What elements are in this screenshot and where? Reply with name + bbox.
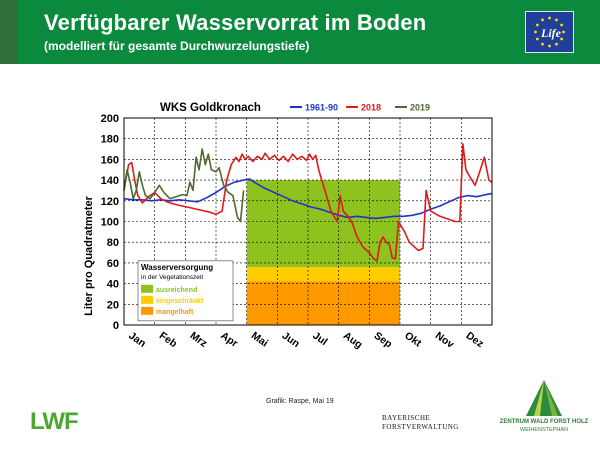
graph-credit: Grafik: Raspe, Mai 19: [266, 398, 334, 405]
y-tick-label: 40: [107, 279, 119, 291]
x-tick-label: Mai: [249, 330, 270, 350]
y-tick-label: 140: [101, 175, 119, 187]
eu-life-logo: Life: [525, 11, 574, 53]
bayer-logo-line2: FORSTVERWALTUNG: [382, 423, 459, 431]
legend-label-2018: 2018: [361, 103, 381, 113]
y-tick-label: 100: [101, 217, 119, 229]
y-tick-label: 200: [101, 113, 119, 125]
y-tick-label: 180: [101, 134, 119, 146]
supply-area-mangelhaft: [246, 281, 400, 325]
lwf-logo-text: LWF: [30, 408, 79, 435]
zentrum-wald-forst-holz-logo: ZENTRUM WALD FORST HOLZ WEIHENSTEPHAN: [496, 378, 592, 438]
supply-swatch-mangelhaft: [141, 306, 153, 315]
supply-legend-title: Wasserversorgung: [141, 263, 213, 272]
supply-label-mangelhaft: mangelhaft: [156, 309, 194, 316]
series-line-2018: [123, 143, 493, 262]
series-line-2019: [123, 148, 245, 223]
plot-frame: [123, 117, 493, 326]
x-tick-label: Feb: [157, 330, 179, 351]
supply-legend-subtitle: in der Vegetationszeit: [141, 274, 203, 281]
supply-swatch-eingeschränkt: [141, 295, 153, 304]
y-tick-label: 20: [107, 299, 119, 311]
x-tick-label: Sep: [372, 330, 395, 351]
zwf-logo-line1: ZENTRUM WALD FORST HOLZ: [499, 419, 589, 425]
header-stripe: [0, 0, 18, 64]
supply-label-ausreichend: ausreichend: [156, 287, 197, 294]
supply-swatch-ausreichend: [141, 284, 153, 293]
y-tick-label: 160: [101, 154, 119, 166]
x-tick-label: Aug: [341, 330, 365, 352]
x-tick-label: Nov: [433, 330, 456, 351]
forest-triangle-icon: [526, 380, 562, 416]
chart-title: WKS Goldkronach: [160, 102, 261, 114]
x-tick-label: Okt: [402, 330, 424, 350]
series-line-1961-90: [123, 178, 493, 220]
x-tick-label: Jul: [310, 330, 329, 349]
x-tick-label: Dez: [464, 330, 486, 351]
bayer-logo-line1: BAYERISCHE: [382, 414, 431, 422]
legend-label-2019: 2019: [410, 103, 430, 113]
x-tick-label: Apr: [218, 330, 240, 350]
supply-legend-box: [137, 260, 234, 322]
x-tick-label: Jan: [126, 330, 148, 350]
eu-stars-icon: [534, 16, 565, 48]
supply-area-eingeschränkt: [246, 267, 400, 282]
lwf-logo: LWF: [30, 408, 79, 436]
page-subtitle: (modelliert für gesamte Durchwurzelungst…: [44, 39, 310, 53]
header-banner: Verfügbarer Wasservorrat im Boden (model…: [0, 0, 600, 64]
y-axis-label: Liter pro Quadratmeter: [83, 195, 95, 316]
x-tick-label: Mrz: [188, 330, 210, 350]
x-tick-label: Jun: [280, 330, 302, 351]
page-title: Verfügbarer Wasservorrat im Boden: [44, 10, 427, 35]
life-logo-text: Life: [541, 26, 561, 40]
water-reserve-chart: 0 20 40 60 80 100 120 140 160 180 200 Jan Feb Mrz Apr M…: [78, 96, 498, 366]
y-tick-label: 60: [107, 258, 119, 270]
zwf-logo-line2: WEIHENSTEPHAN: [520, 427, 568, 433]
bayerische-forstverwaltung-logo: BAYERISCHE FORSTVERWALTUNG: [382, 414, 459, 432]
supply-area-ausreichend: [246, 180, 400, 268]
y-tick-label: 80: [107, 237, 119, 249]
legend-label-1961-90: 1961-90: [305, 103, 338, 113]
chart-svg: 0 20 40 60 80 100 120 140 160 180 200 Jan Feb Mrz Apr M…: [83, 102, 493, 352]
y-tick-label: 0: [113, 320, 119, 332]
supply-label-eingeschränkt: eingeschränkt: [156, 298, 204, 305]
y-tick-label: 120: [101, 196, 119, 208]
